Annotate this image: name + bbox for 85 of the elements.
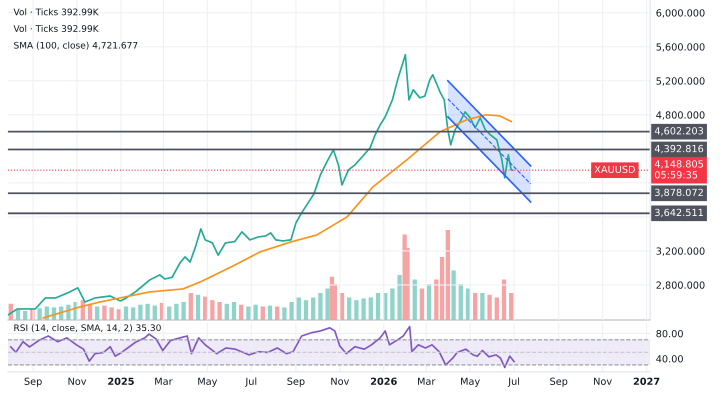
line-series	[10, 326, 515, 368]
y-tick-label: 6,000.000	[656, 9, 705, 18]
bar	[203, 296, 208, 320]
bar	[451, 270, 456, 320]
bar	[494, 297, 499, 320]
bar	[420, 288, 424, 320]
bar	[174, 304, 179, 320]
bar	[217, 302, 222, 320]
bar	[480, 292, 485, 320]
x-tick-label: May	[461, 378, 480, 387]
bar	[196, 294, 200, 320]
ref-line-label: 4,148.805 05:59:35	[654, 160, 703, 178]
x-tick-label: May	[198, 378, 218, 387]
ref-line-label: 3,878.072	[655, 188, 703, 198]
bar	[509, 292, 514, 320]
bar	[210, 300, 215, 320]
x-tick-label: Jul	[244, 377, 256, 387]
bar	[282, 307, 287, 320]
bar	[318, 292, 323, 320]
y-tick-label: 40.00	[656, 355, 683, 362]
bar	[361, 298, 366, 320]
bar	[145, 304, 150, 320]
y-tick-label: 3,200.000	[656, 247, 705, 256]
x-tick-label: 2027	[634, 378, 660, 385]
bar	[325, 288, 330, 320]
bar	[473, 292, 478, 320]
x-tick-label: Sep	[550, 378, 568, 387]
x-tick-label: Jul	[508, 377, 520, 387]
x-tick-label: Nov	[68, 378, 86, 385]
bar	[152, 306, 157, 320]
bar	[426, 284, 432, 320]
line-series	[42, 114, 512, 319]
bar	[268, 306, 272, 320]
bar	[390, 288, 395, 320]
bar	[37, 308, 42, 320]
bar	[376, 292, 380, 320]
x-tick-label: Mar	[418, 378, 436, 385]
bar	[224, 304, 229, 320]
bar	[181, 302, 186, 320]
y-tick-label: 80.00	[656, 330, 683, 338]
bar	[354, 300, 359, 320]
bar	[296, 297, 301, 320]
bar	[311, 297, 316, 320]
bar	[275, 306, 280, 320]
x-tick-label: Nov	[331, 378, 350, 385]
bar	[458, 284, 463, 320]
x-tick-label: Mar	[155, 378, 173, 385]
x-tick-label: Sep	[287, 378, 305, 387]
y-tick-label: 4,800.000	[656, 111, 705, 120]
y-tick-label: 5,600.000	[656, 43, 705, 52]
bar	[368, 297, 373, 320]
annotation: RSI (14, close, SMA, 14, 2) 35.30	[14, 324, 161, 332]
bar	[260, 306, 265, 320]
annotation: Vol · Ticks 392.99K	[14, 8, 99, 16]
bar	[253, 304, 258, 320]
bar	[347, 297, 352, 320]
annotation: SMA (100, close) 4,721.677	[14, 42, 138, 50]
bar	[131, 307, 136, 320]
bar	[232, 302, 236, 320]
bar	[116, 309, 121, 320]
bar	[412, 279, 417, 320]
bar	[95, 306, 100, 320]
bar	[167, 306, 172, 320]
x-tick-label: Sep	[24, 378, 42, 387]
ref-line-label: 4,392.816	[654, 144, 704, 154]
ref-line-label: 4,602.203	[654, 127, 704, 136]
bar	[23, 310, 28, 320]
bar	[138, 304, 143, 320]
bar	[102, 306, 107, 320]
bar	[246, 306, 251, 320]
bar	[289, 302, 294, 320]
x-tick-label: 2025	[108, 378, 134, 385]
bar	[487, 294, 492, 320]
bar	[109, 307, 114, 320]
x-tick-label: 2026	[371, 378, 397, 385]
annotation: Vol · Ticks 392.99K	[14, 25, 99, 32]
bar	[397, 274, 402, 320]
bar	[239, 304, 244, 320]
y-tick-label: 2,800.000	[656, 281, 705, 290]
annotation: XAUUSD	[594, 166, 635, 174]
ref-line-label: 3,642.511	[655, 208, 703, 218]
y-tick-label: 5,200.000	[656, 77, 705, 86]
x-tick-label: Nov	[594, 378, 612, 385]
bar	[188, 292, 193, 320]
bar	[304, 300, 308, 320]
